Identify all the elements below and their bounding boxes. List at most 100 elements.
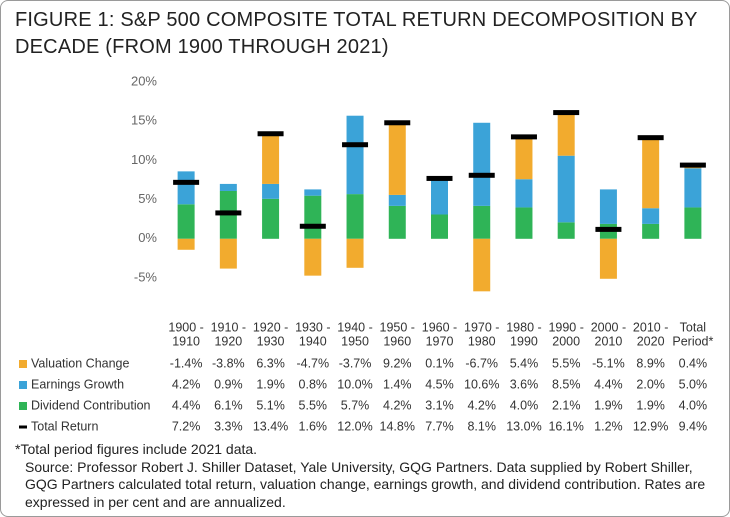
bar-segment bbox=[515, 207, 533, 239]
table-value: 4.2% bbox=[172, 377, 201, 391]
table-value: 6.3% bbox=[256, 356, 285, 370]
x-tick-label: 2000 - bbox=[591, 320, 626, 334]
legend-label: Earnings Growth bbox=[31, 377, 124, 391]
legend-swatch bbox=[19, 425, 27, 429]
x-tick-label: 1980 - bbox=[506, 320, 541, 334]
table-value: 14.8% bbox=[380, 419, 415, 433]
x-tick-label: 1960 bbox=[383, 334, 411, 348]
total-marker bbox=[257, 131, 284, 137]
total-marker bbox=[299, 223, 326, 229]
bar-segment bbox=[473, 205, 491, 239]
table-value: 4.4% bbox=[594, 377, 623, 391]
x-tick-label: 1920 - bbox=[253, 320, 288, 334]
x-tick-label: 1950 bbox=[341, 334, 369, 348]
total-marker bbox=[384, 120, 411, 126]
bar-segment bbox=[262, 183, 280, 199]
table-value: 2.0% bbox=[636, 377, 665, 391]
table-value: 5.5% bbox=[552, 356, 581, 370]
table-value: -1.4% bbox=[170, 356, 203, 370]
y-tick-label: -5% bbox=[134, 269, 158, 284]
total-marker bbox=[342, 142, 369, 148]
table-value: 4.4% bbox=[172, 398, 201, 412]
bar-segment bbox=[642, 223, 660, 239]
chart-title: FIGURE 1: S&P 500 COMPOSITE TOTAL RETURN… bbox=[15, 9, 698, 58]
table-value: 5.4% bbox=[510, 356, 539, 370]
bar-segment bbox=[388, 194, 406, 206]
bar-segment bbox=[431, 214, 448, 239]
bar-segment bbox=[177, 171, 195, 205]
bar-segment bbox=[346, 115, 364, 195]
bar-segment bbox=[684, 207, 702, 239]
table-value: 10.6% bbox=[464, 377, 499, 391]
x-tick-label: 1930 bbox=[257, 334, 285, 348]
table-value: 3.6% bbox=[510, 377, 539, 391]
bar-segment bbox=[599, 238, 617, 279]
x-tick-label: 1940 - bbox=[337, 320, 372, 334]
x-tick-label: 1980 bbox=[468, 334, 496, 348]
table-value: 5.7% bbox=[341, 398, 370, 412]
legend-label: Dividend Contribution bbox=[31, 398, 151, 412]
y-tick-label: 10% bbox=[131, 152, 157, 167]
table-value: 9.2% bbox=[383, 356, 412, 370]
bar-segment bbox=[177, 204, 195, 239]
table-value: 7.2% bbox=[172, 419, 201, 433]
total-marker bbox=[173, 179, 200, 185]
total-marker bbox=[215, 210, 242, 216]
table-value: 4.0% bbox=[679, 398, 708, 412]
table-value: 8.9% bbox=[636, 356, 665, 370]
bar-segment bbox=[304, 238, 322, 276]
x-tick-label: 1930 - bbox=[295, 320, 330, 334]
bar-segment bbox=[177, 238, 195, 250]
table-value: 13.0% bbox=[506, 419, 541, 433]
footnote: *Total period figures include 2021 data. bbox=[15, 441, 258, 457]
table-value: 4.0% bbox=[510, 398, 539, 412]
y-tick-label: 0% bbox=[138, 230, 157, 245]
x-tick-label: 1970 - bbox=[464, 320, 499, 334]
bar-segment bbox=[642, 208, 660, 224]
table-value: -4.7% bbox=[296, 356, 329, 370]
table-value: 16.1% bbox=[548, 419, 583, 433]
table-value: 4.2% bbox=[467, 398, 496, 412]
table-value: 8.1% bbox=[467, 419, 496, 433]
x-tick-label: Period* bbox=[672, 334, 713, 348]
bar-segment bbox=[473, 238, 491, 292]
bar-segment bbox=[642, 138, 660, 209]
total-marker bbox=[468, 172, 495, 178]
bar-segment bbox=[219, 183, 237, 191]
table-value: 0.9% bbox=[214, 377, 243, 391]
bar-segment bbox=[388, 205, 406, 239]
table-value: -5.1% bbox=[592, 356, 625, 370]
table-value: 1.9% bbox=[256, 377, 285, 391]
table-value: 0.4% bbox=[679, 356, 708, 370]
table-value: 0.1% bbox=[425, 356, 454, 370]
y-tick-label: 15% bbox=[131, 113, 157, 128]
x-tick-label: 1910 bbox=[172, 334, 200, 348]
bar-segment bbox=[557, 112, 575, 156]
x-tick-label: 1940 bbox=[299, 334, 327, 348]
bar-segment bbox=[557, 222, 575, 239]
x-tick-label: Total bbox=[680, 320, 706, 334]
x-tick-label: 1990 bbox=[510, 334, 538, 348]
table-value: 8.5% bbox=[552, 377, 581, 391]
bar-segment bbox=[684, 168, 702, 208]
x-tick-label: 1920 bbox=[214, 334, 242, 348]
table-value: 2.1% bbox=[552, 398, 581, 412]
table-value: 7.7% bbox=[425, 419, 454, 433]
legend-swatch bbox=[19, 360, 27, 368]
bar-segment bbox=[599, 189, 617, 224]
bar-segment bbox=[515, 136, 533, 180]
table-value: -3.7% bbox=[339, 356, 372, 370]
table-value: 1.6% bbox=[299, 419, 328, 433]
y-tick-label: 20% bbox=[131, 73, 157, 88]
total-marker bbox=[553, 110, 580, 116]
bar-segment bbox=[304, 195, 322, 239]
table-value: 9.4% bbox=[679, 419, 708, 433]
total-marker bbox=[637, 135, 664, 141]
bar-segment bbox=[515, 179, 533, 208]
bar-segment bbox=[431, 179, 448, 215]
y-tick-label: 5% bbox=[138, 191, 157, 206]
table-value: 1.4% bbox=[383, 377, 412, 391]
total-marker bbox=[426, 175, 453, 181]
x-tick-label: 2000 bbox=[552, 334, 580, 348]
